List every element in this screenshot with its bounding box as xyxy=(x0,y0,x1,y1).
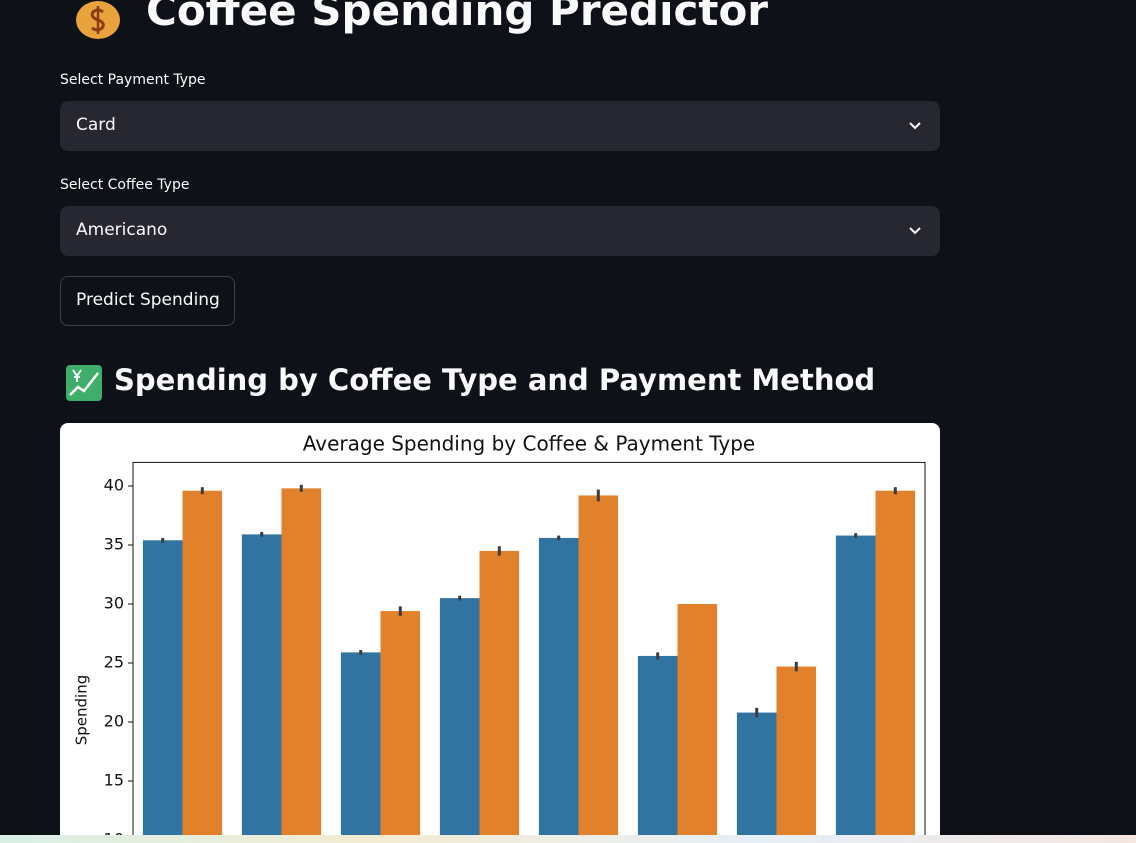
section-heading: Spending by Coffee Type and Payment Meth… xyxy=(114,363,876,397)
bar xyxy=(538,537,579,843)
bar xyxy=(835,535,876,843)
bar xyxy=(776,666,817,843)
coffee-label: Select Coffee Type xyxy=(60,177,190,193)
y-tick-label: 40 xyxy=(104,476,124,495)
bar xyxy=(439,598,480,843)
predict-button[interactable]: Predict Spending xyxy=(60,276,235,326)
bar xyxy=(479,550,520,843)
chart-icon xyxy=(66,365,102,401)
bar xyxy=(182,490,223,843)
bar xyxy=(677,604,718,843)
bar xyxy=(637,655,678,843)
payment-value: Card xyxy=(76,115,116,135)
coffee-select[interactable]: Americano xyxy=(60,206,940,256)
y-tick-label: 30 xyxy=(104,594,124,613)
bar xyxy=(578,495,619,843)
plot-frame xyxy=(132,461,926,843)
bar xyxy=(380,611,421,843)
chart-title: Average Spending by Coffee & Payment Typ… xyxy=(303,432,755,456)
y-tick-label: 20 xyxy=(104,712,124,731)
payment-label: Select Payment Type xyxy=(60,72,206,88)
payment-select[interactable]: Card xyxy=(60,101,940,151)
bar xyxy=(241,534,282,843)
y-tick-label: 15 xyxy=(104,771,124,790)
y-axis-label: Spending xyxy=(73,675,91,746)
bar xyxy=(875,490,916,843)
bar xyxy=(142,540,183,843)
chevron xyxy=(909,122,921,130)
bar xyxy=(736,712,777,843)
chart: Average Spending by Coffee & Payment Typ… xyxy=(60,423,940,843)
bar xyxy=(340,652,381,843)
y-tick-label: 25 xyxy=(104,653,124,672)
bar xyxy=(281,488,322,843)
y-tick-label: 35 xyxy=(104,535,124,554)
page-title: Coffee Spending Predictor xyxy=(146,0,769,35)
coffee-value: Americano xyxy=(76,220,168,240)
chevron xyxy=(909,227,921,235)
money-bag-icon xyxy=(76,1,120,39)
button-label: Predict Spending xyxy=(76,290,220,310)
bottom-strip xyxy=(0,835,1136,843)
